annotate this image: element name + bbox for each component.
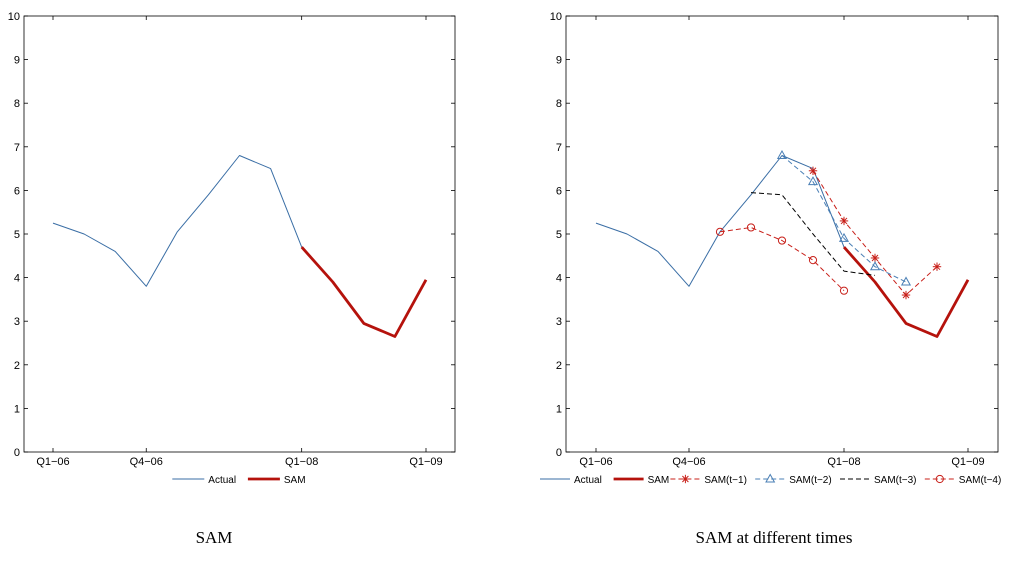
left-chart-caption: SAM	[195, 528, 233, 547]
series-5-point-0	[715, 227, 725, 236]
series-line-1	[842, 246, 970, 338]
legend-label-1: SAM	[648, 475, 670, 486]
y-tick-label-8: 8	[556, 98, 562, 110]
series-thick-1	[842, 246, 970, 338]
series-3-point-4	[900, 276, 912, 286]
x-tick-label-0: Q1−06	[36, 456, 69, 468]
y-tick-label-10: 10	[550, 11, 562, 23]
series-5-point-1	[746, 223, 756, 232]
y-tick-label-9: 9	[14, 55, 20, 67]
series-dash-5	[715, 223, 849, 295]
series-line-2	[812, 170, 938, 296]
legend-marker-2-d2	[682, 475, 689, 483]
y-tick-label-5: 5	[556, 229, 562, 241]
y-tick-label-10: 10	[8, 11, 20, 23]
chart-2-frame	[565, 15, 999, 453]
series-thin-0	[595, 155, 845, 287]
series-5-point-4	[839, 286, 849, 295]
y-tick-label-3: 3	[14, 316, 20, 328]
x-tick-label-3: Q1−09	[951, 456, 984, 468]
chart-1-frame	[23, 15, 456, 453]
y-tick-label-3: 3	[556, 316, 562, 328]
y-tick-label-1: 1	[14, 403, 20, 415]
series-line-5	[719, 227, 845, 292]
legend-marker-3	[765, 473, 776, 483]
series-2-point-3-d2	[902, 291, 910, 299]
series-5-point-3	[808, 256, 818, 265]
y-tick-label-7: 7	[14, 142, 20, 154]
series-line-0	[52, 155, 303, 287]
series-3-point-1	[807, 176, 819, 186]
series-2-point-1-d2	[840, 217, 848, 225]
right-chart-caption: SAM at different times	[695, 528, 853, 547]
series-3-point-0	[776, 149, 788, 160]
x-tick-label-2: Q1−08	[285, 456, 318, 468]
y-tick-label-6: 6	[556, 185, 562, 197]
x-tick-label-1: Q4−06	[130, 456, 163, 468]
y-tick-label-8: 8	[14, 98, 20, 110]
legend-label-4: SAM(t−3)	[874, 475, 917, 486]
y-tick-label-4: 4	[14, 273, 20, 285]
series-dash-3	[776, 149, 912, 286]
y-tick-label-2: 2	[14, 360, 20, 372]
chart-2: 0 1 2 3 4 5 6 7 8 9 10 Q1−06 Q4−06 Q1−08 Q1−09 Actual SA…	[540, 11, 1001, 486]
y-tick-label-0: 0	[14, 447, 20, 459]
x-tick-label-3: Q1−09	[409, 456, 442, 468]
y-tick-label-2: 2	[556, 360, 562, 372]
legend-label-2: SAM(t−1)	[704, 475, 747, 486]
series-2-point-4-d2	[933, 263, 941, 271]
series-line-1	[300, 246, 428, 338]
series-line-0	[595, 155, 845, 287]
y-tick-label-4: 4	[556, 273, 562, 285]
series-thick-1	[300, 246, 428, 338]
chart-1: 0 1 2 3 4 5 6 7 8 9 10 Q1−06 Q4−06 Q1−08 Q1−09 Actual SA…	[8, 11, 456, 486]
x-tick-label-0: Q1−06	[579, 456, 612, 468]
y-tick-label-1: 1	[556, 403, 562, 415]
series-thin-0	[52, 155, 303, 287]
legend-label-1: SAM	[284, 475, 306, 486]
series-line-4	[750, 192, 876, 276]
chart-1-legend: Actual SAM	[172, 475, 306, 486]
series-2-point-0-d2	[809, 167, 817, 175]
series-5-point-2	[777, 236, 787, 245]
series-line-3	[781, 155, 907, 283]
series-dash-2	[808, 166, 942, 300]
legend-marker-5	[935, 474, 944, 484]
y-tick-label-7: 7	[556, 142, 562, 154]
series-3-point-2	[838, 232, 850, 242]
chart-2-legend: Actual SAM SAM(t−1) SAM(t−2) SAM(t−3) SAM(t−4…	[540, 473, 1002, 486]
legend-label-5: SAM(t−4)	[959, 475, 1002, 486]
series-3-point-3	[869, 261, 881, 271]
legend-label-0: Actual	[574, 475, 602, 486]
y-tick-label-5: 5	[14, 229, 20, 241]
x-tick-label-1: Q4−06	[672, 456, 705, 468]
series-2-point-2-d2	[871, 254, 879, 262]
legend-label-3: SAM(t−2)	[789, 475, 832, 486]
y-tick-label-9: 9	[556, 55, 562, 67]
legend-label-0: Actual	[208, 475, 236, 486]
y-tick-label-0: 0	[556, 447, 562, 459]
x-tick-label-2: Q1−08	[827, 456, 860, 468]
y-tick-label-6: 6	[14, 185, 20, 197]
series-dash-4	[750, 192, 876, 276]
